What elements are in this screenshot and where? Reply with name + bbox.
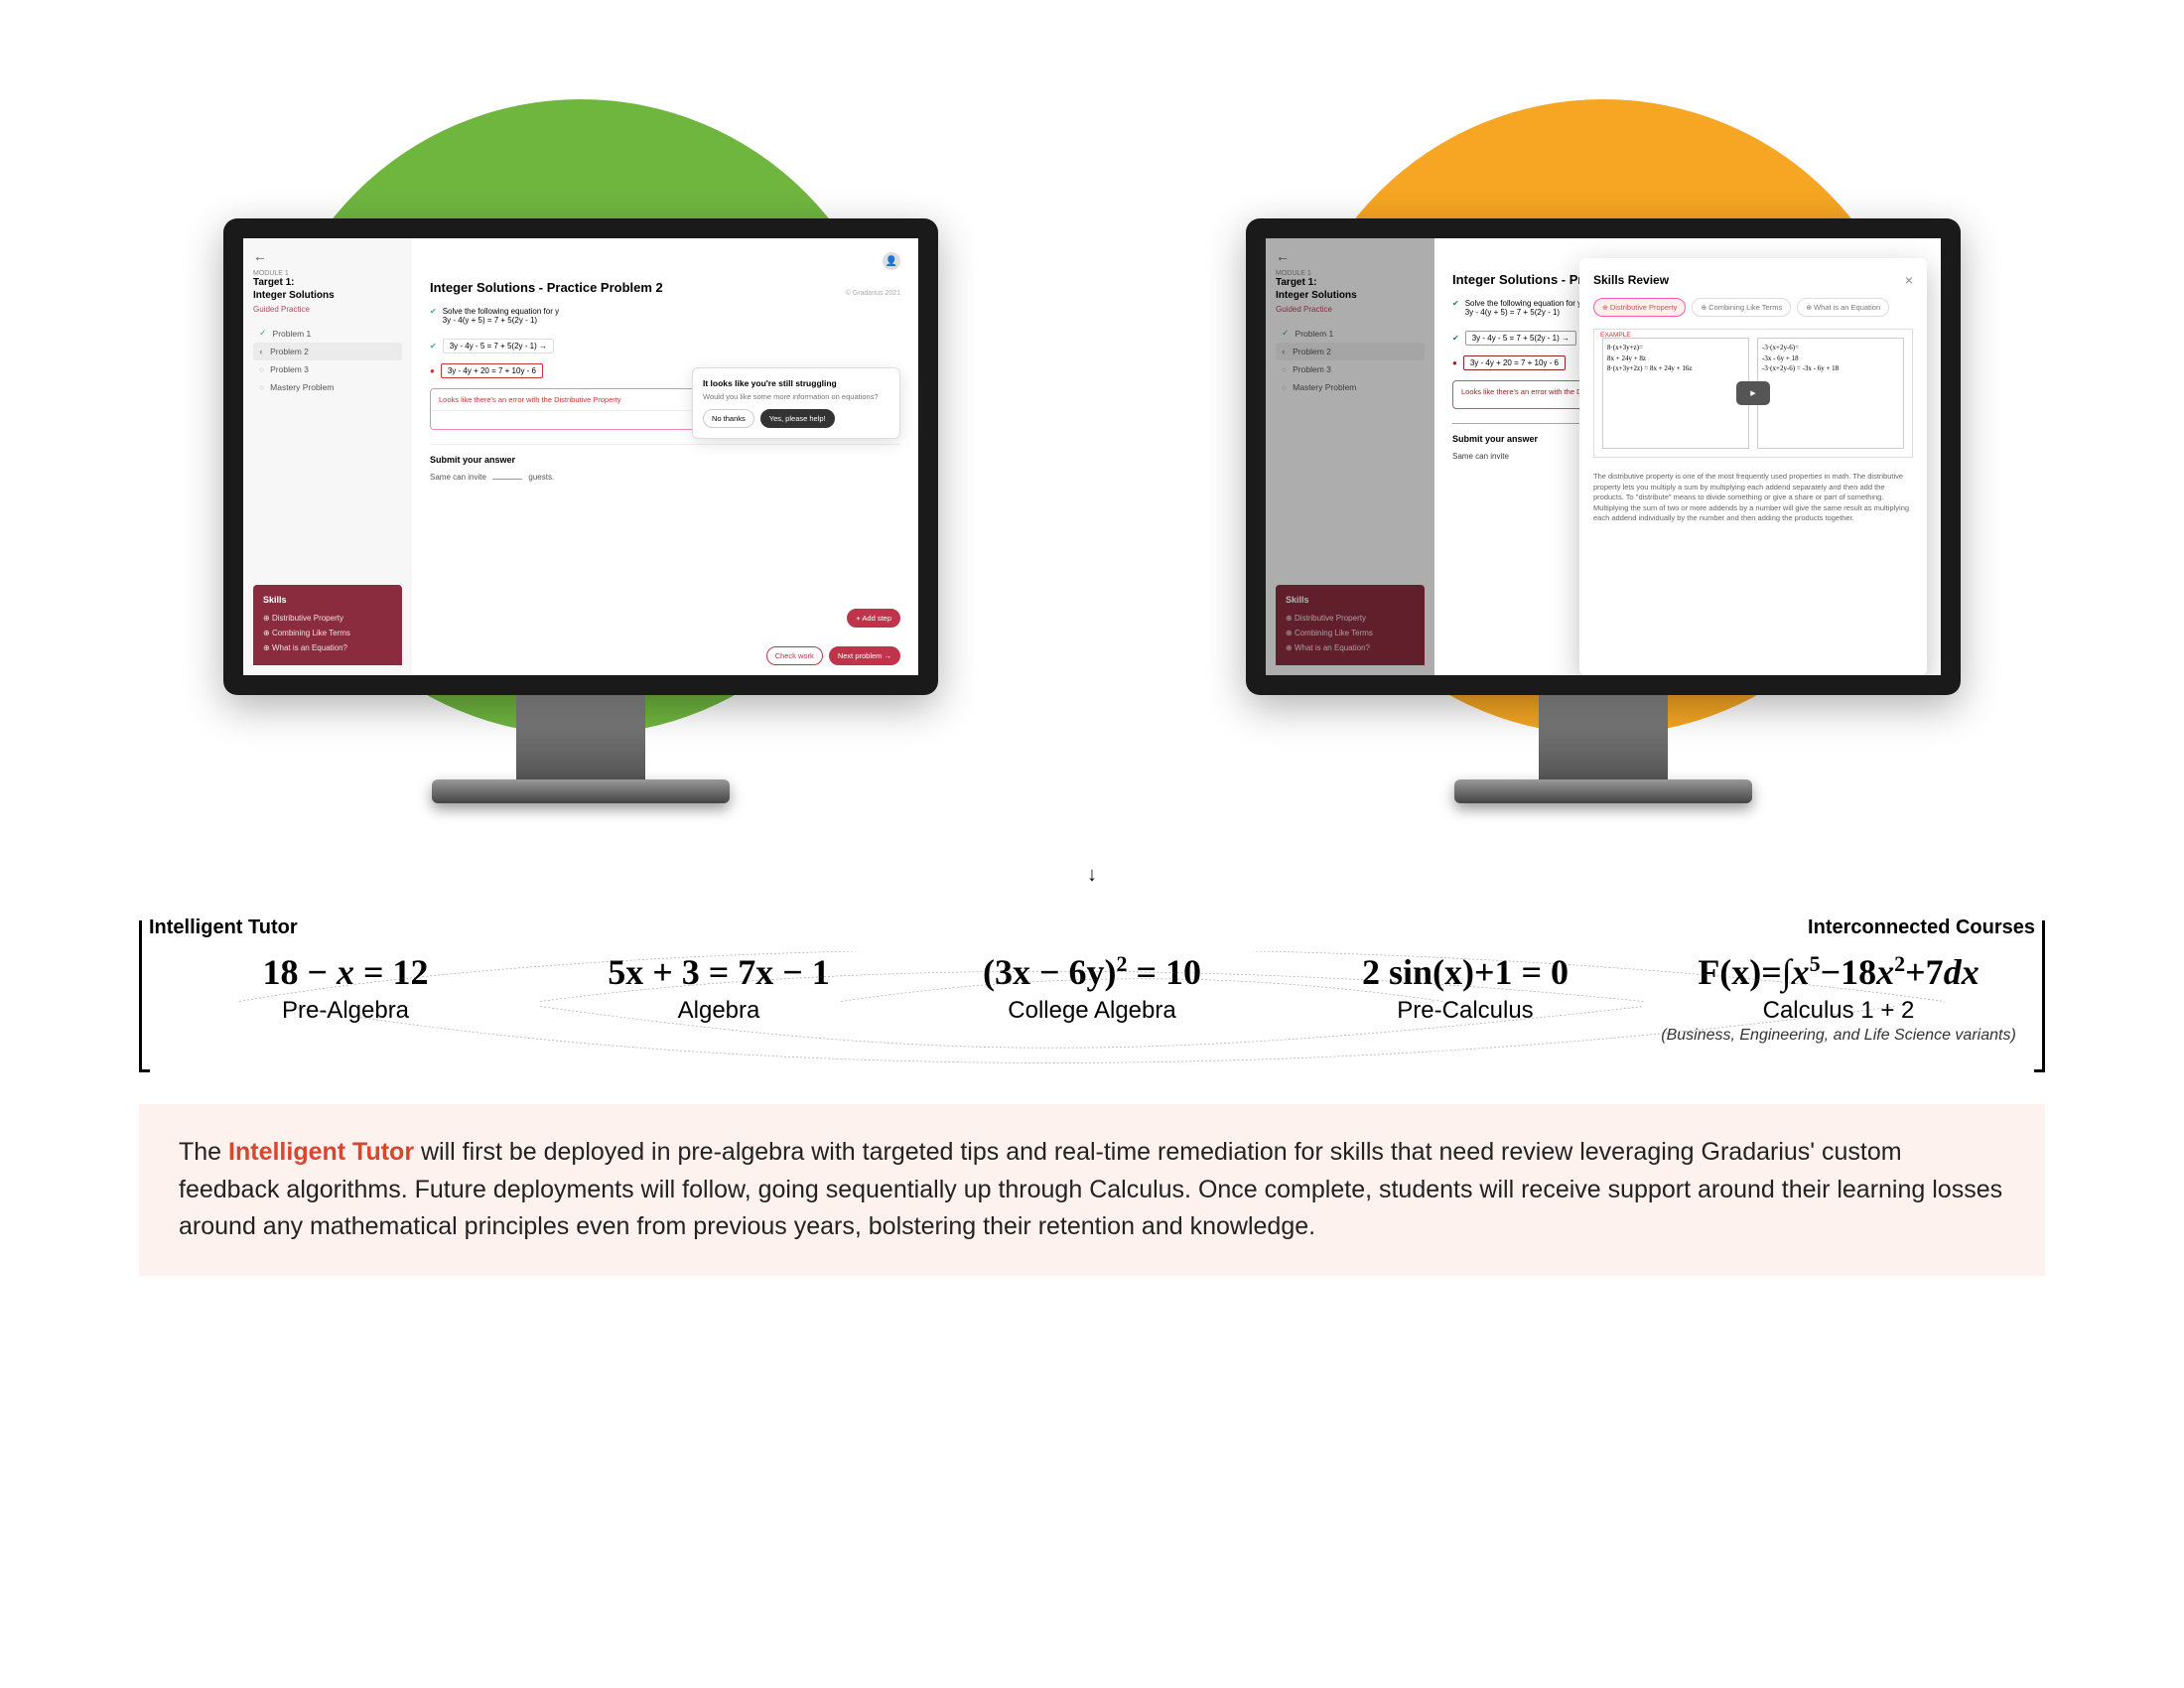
- add-step-button[interactable]: + Add step: [847, 609, 900, 628]
- check-icon: ✔: [430, 342, 437, 351]
- course-equation: 2 sin(x)+1 = 0: [1279, 951, 1652, 993]
- video-preview[interactable]: EXAMPLE 8·(x+3y+z)=8x + 24y + 8z8·(x+3y+…: [1593, 329, 1913, 458]
- course-equation: 5x + 3 = 7x − 1: [532, 951, 905, 993]
- sidebar: ← MODULE 1 Target 1: Integer Solutions G…: [243, 238, 412, 675]
- submit-section: Submit your answer Same can invite guest…: [430, 444, 900, 482]
- skill-item[interactable]: Distributive Property: [1286, 611, 1415, 626]
- monitor-left-wrap: ← MODULE 1 Target 1: Integer Solutions G…: [204, 60, 958, 834]
- page-title: Integer Solutions - Practice Problem 2: [430, 280, 663, 295]
- course-name: Algebra: [532, 997, 905, 1025]
- description-box: The Intelligent Tutor will first be depl…: [139, 1104, 2045, 1276]
- problem-item[interactable]: Problem 3: [1276, 360, 1425, 378]
- equation-text: 3y - 4(y + 5) = 7 + 5(2y - 1): [443, 316, 559, 325]
- problem-item[interactable]: Problem 3: [253, 360, 402, 378]
- modal-description: The distributive property is one of the …: [1593, 472, 1913, 524]
- problem-item[interactable]: Problem 2: [253, 343, 402, 360]
- avatar-icon[interactable]: 👤: [883, 252, 900, 270]
- monitor-base: [432, 779, 730, 803]
- course-equation: F(x)=∫x5−18x2+7dx: [1652, 951, 2025, 993]
- module-label: MODULE 1: [253, 270, 402, 277]
- app-left: ← MODULE 1 Target 1: Integer Solutions G…: [243, 238, 918, 675]
- guided-practice: Guided Practice: [253, 305, 402, 314]
- course-item: (3x − 6y)2 = 10 College Algebra: [905, 951, 1279, 1025]
- modal-title: Skills Review: [1593, 273, 1669, 287]
- instruction-text: Solve the following equation for y: [443, 307, 559, 316]
- skill-item[interactable]: Combining Like Terms: [1286, 626, 1415, 640]
- bracket-section: Intelligent Tutor Interconnected Courses…: [139, 897, 2045, 1084]
- yes-help-button[interactable]: Yes, please help!: [760, 409, 835, 428]
- skill-item[interactable]: Combining Like Terms: [263, 626, 392, 640]
- skills-title: Skills: [263, 595, 392, 605]
- help-popup: It looks like you're still struggling Wo…: [692, 367, 900, 439]
- check-icon: ✔: [430, 307, 437, 325]
- course-equation: 18 − x = 12: [159, 951, 532, 993]
- answer-line: Same can invite guests.: [430, 473, 900, 482]
- video-example-label: EXAMPLE: [1600, 332, 1631, 339]
- course-item: 2 sin(x)+1 = 0 Pre-Calculus: [1279, 951, 1652, 1025]
- error-icon: ●: [430, 366, 435, 375]
- down-arrow-icon: ↓: [99, 864, 2085, 887]
- back-icon[interactable]: ←: [253, 248, 402, 264]
- course-name: Pre-Calculus: [1279, 997, 1652, 1025]
- target-subtitle: Integer Solutions: [253, 290, 402, 301]
- problem-item[interactable]: Problem 1: [253, 324, 402, 343]
- courses-row: 18 − x = 12 Pre-Algebra5x + 3 = 7x − 1 Alg…: [139, 951, 2045, 1045]
- skill-item[interactable]: Distributive Property: [263, 611, 392, 626]
- no-thanks-button[interactable]: No thanks: [703, 409, 754, 428]
- course-item: 5x + 3 = 7x − 1 Algebra: [532, 951, 905, 1025]
- course-name: Calculus 1 + 2: [1652, 997, 2025, 1025]
- target-title: Target 1:: [253, 277, 402, 288]
- monitor-stand: [516, 695, 645, 779]
- course-note: (Business, Engineering, and Life Science…: [1652, 1027, 2025, 1045]
- problem-item[interactable]: Problem 1: [1276, 324, 1425, 343]
- step-1: ✔ 3y - 4y - 5 = 7 + 5(2y - 1) →: [430, 339, 900, 353]
- problem-item[interactable]: Problem 2: [1276, 343, 1425, 360]
- course-item: 18 − x = 12 Pre-Algebra: [159, 951, 532, 1025]
- skills-review-modal: Skills Review × Distributive Property Com…: [1579, 258, 1927, 675]
- bracket-right-label: Interconnected Courses: [1808, 916, 2035, 939]
- popup-title: It looks like you're still struggling: [703, 378, 889, 388]
- monitor-left: ← MODULE 1 Target 1: Integer Solutions G…: [223, 218, 938, 803]
- desc-prefix: The: [179, 1138, 228, 1166]
- submit-title: Submit your answer: [430, 455, 900, 465]
- problem-item[interactable]: Mastery Problem: [253, 378, 402, 396]
- skill-tabs: Distributive Property Combining Like Term…: [1593, 298, 1913, 317]
- skill-tab[interactable]: Combining Like Terms: [1692, 298, 1791, 317]
- skill-tab[interactable]: Distributive Property: [1593, 298, 1686, 317]
- monitors-row: ← MODULE 1 Target 1: Integer Solutions G…: [99, 60, 2085, 834]
- screen-left: ← MODULE 1 Target 1: Integer Solutions G…: [223, 218, 938, 695]
- desc-highlight: Intelligent Tutor: [228, 1138, 414, 1166]
- step1-eq[interactable]: 3y - 4y - 5 = 7 + 5(2y - 1) →: [443, 339, 554, 353]
- problem-item[interactable]: Mastery Problem: [1276, 378, 1425, 396]
- popup-text: Would you like some more information on …: [703, 392, 889, 401]
- bracket-left-label: Intelligent Tutor: [149, 916, 298, 939]
- skill-tab[interactable]: What is an Equation: [1797, 298, 1889, 317]
- monitor-right-wrap: ← MODULE 1 Target 1: Integer Solutions G…: [1226, 60, 1980, 834]
- monitor-right: ← MODULE 1 Target 1: Integer Solutions G…: [1246, 218, 1961, 803]
- course-name: College Algebra: [905, 997, 1279, 1025]
- play-icon[interactable]: ▶: [1736, 381, 1770, 405]
- main-panel: 👤 Integer Solutions - Practice Problem 2…: [412, 238, 918, 675]
- screen-right: ← MODULE 1 Target 1: Integer Solutions G…: [1246, 218, 1961, 695]
- instruction: ✔ Solve the following equation for y 3y …: [430, 307, 900, 325]
- check-work-button[interactable]: Check work: [766, 646, 823, 665]
- skills-box: Skills Distributive PropertyCombining Li…: [253, 585, 402, 665]
- brand-text: © Gradarius 2021: [846, 290, 900, 297]
- desc-rest: will first be deployed in pre-algebra wi…: [179, 1138, 2002, 1240]
- next-problem-button[interactable]: Next problem →: [829, 646, 900, 665]
- answer-blank[interactable]: [492, 479, 522, 480]
- course-item: F(x)=∫x5−18x2+7dx Calculus 1 + 2 (Business…: [1652, 951, 2025, 1045]
- course-name: Pre-Algebra: [159, 997, 532, 1025]
- step2-eq[interactable]: 3y - 4y + 20 = 7 + 10y - 6: [441, 363, 543, 378]
- close-icon[interactable]: ×: [1905, 272, 1913, 288]
- course-equation: (3x − 6y)2 = 10: [905, 951, 1279, 993]
- skill-item[interactable]: What is an Equation?: [263, 640, 392, 655]
- skill-item[interactable]: What is an Equation?: [1286, 640, 1415, 655]
